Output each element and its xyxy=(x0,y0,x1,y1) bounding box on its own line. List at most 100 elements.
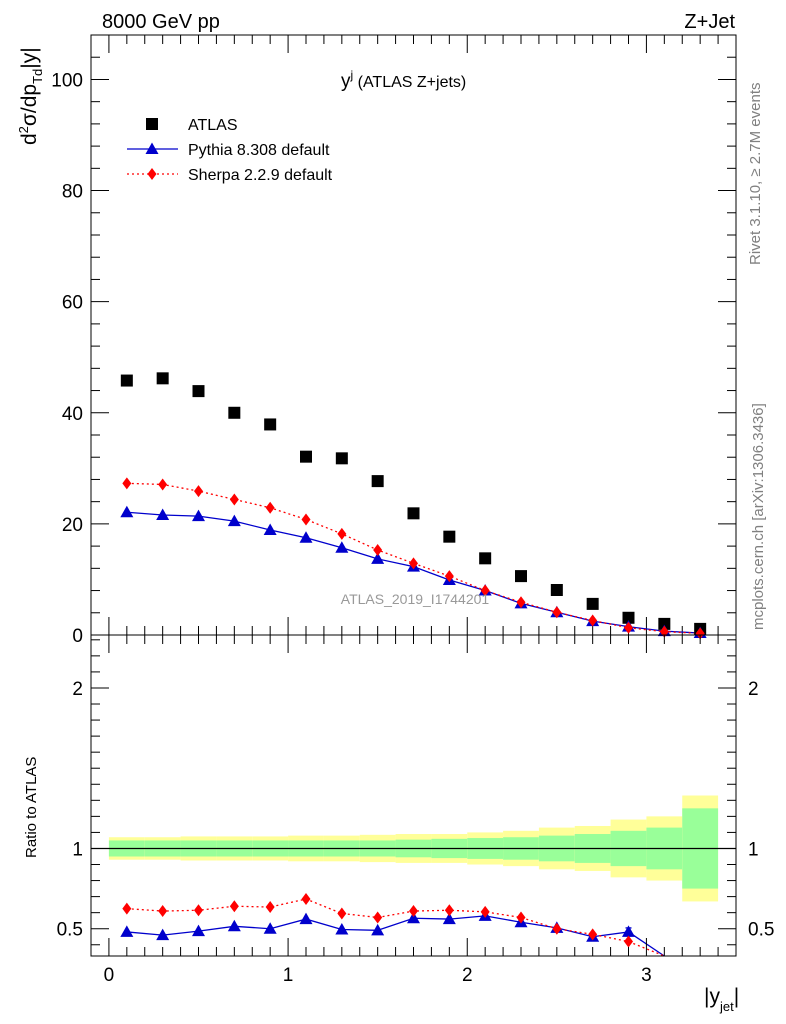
rivet-label: Rivet 3.1.10, ≥ 2.7M events xyxy=(747,83,764,266)
ylabel-mid: σ/dp xyxy=(18,84,41,126)
title-sup: j xyxy=(350,68,354,82)
ratio-uncertainty-bands xyxy=(108,795,719,902)
ylabel-end: |y| xyxy=(18,47,41,68)
sherpa-ratio-line xyxy=(126,898,665,957)
ratio-axis-ticks xyxy=(91,635,736,956)
ratio-y-tick-label-right: 0.5 xyxy=(748,920,774,941)
pythia-ratio-point xyxy=(299,912,313,925)
sherpa-ratio-point xyxy=(552,922,562,935)
sherpa-ratio-point xyxy=(158,905,168,918)
sherpa-point xyxy=(158,478,168,491)
ylabel-sup: 2 xyxy=(16,126,31,133)
ratio-y-tick-labels-right: 0.5 1 2 xyxy=(748,679,774,941)
pythia-point xyxy=(335,541,349,553)
pythia-ratio-point xyxy=(371,923,385,936)
pythia-ratio-point xyxy=(192,924,205,937)
pythia-line xyxy=(126,511,701,634)
x-tick-labels: 0 1 2 3 xyxy=(104,965,652,986)
sherpa-point xyxy=(588,614,598,627)
xlabel-main: |y xyxy=(704,985,720,1008)
sherpa-ratio-point xyxy=(301,893,311,906)
legend-sherpa-marker xyxy=(147,168,157,180)
sherpa-point xyxy=(194,485,203,498)
data-point xyxy=(300,450,312,463)
data-point xyxy=(335,452,348,465)
data-point xyxy=(443,530,456,543)
pythia-point xyxy=(371,552,385,564)
sherpa-point xyxy=(516,596,526,609)
ratio-y-tick-label-right: 1 xyxy=(748,839,759,860)
data-point xyxy=(192,385,205,398)
ratio-y-tick-labels: 0.5 1 2 xyxy=(57,679,83,941)
xlabel-sub: jet xyxy=(719,999,734,1014)
ylabel-sub: Td xyxy=(30,69,45,84)
ratio-y-tick-label: 0.5 xyxy=(57,920,83,941)
sherpa-ratio-point xyxy=(122,902,132,915)
sherpa-ratio-point xyxy=(624,935,633,948)
sherpa-point xyxy=(229,493,239,506)
sherpa-point xyxy=(265,501,275,514)
sherpa-point xyxy=(444,570,454,583)
sherpa-point xyxy=(122,477,132,490)
data-point xyxy=(658,617,671,630)
sherpa-ratio-point xyxy=(229,900,239,913)
data-point xyxy=(371,475,384,488)
pythia-point xyxy=(156,508,170,520)
pythia-ratio-point xyxy=(156,928,170,941)
main-y-tick-label: 20 xyxy=(62,515,83,536)
sherpa-point xyxy=(409,557,418,570)
pythia-point xyxy=(120,505,134,518)
sherpa-ratio-point xyxy=(588,928,598,941)
sherpa-point xyxy=(480,584,490,597)
data-point xyxy=(479,552,492,565)
xlabel-end: | xyxy=(734,985,739,1008)
sherpa-point xyxy=(552,606,562,619)
x-tick-label: 0 xyxy=(104,965,115,986)
legend-pythia-marker xyxy=(145,142,159,154)
legend-data-marker xyxy=(146,118,158,130)
x-tick-label: 3 xyxy=(641,965,652,986)
ratio-y-axis-label: Ratio to ATLAS xyxy=(23,757,40,858)
main-y-tick-label: 0 xyxy=(72,626,83,647)
pythia-point xyxy=(299,531,313,543)
title-y: y xyxy=(341,71,351,92)
main-y-tick-label: 60 xyxy=(62,293,83,314)
header-right: Z+Jet xyxy=(684,11,735,33)
x-axis-label: |yjet| xyxy=(704,985,739,1014)
sherpa-point xyxy=(695,627,705,640)
pythia-ratio-line xyxy=(126,915,665,957)
title-rest: (ATLAS Z+jets) xyxy=(353,74,466,91)
data-point xyxy=(120,374,133,387)
ratio-y-tick-label: 2 xyxy=(72,679,83,700)
sherpa-ratio-point xyxy=(265,901,275,914)
legend-pythia-label: Pythia 8.308 default xyxy=(188,142,330,159)
main-y-tick-label: 100 xyxy=(51,70,83,91)
main-y-tick-label: 80 xyxy=(62,182,83,203)
x-tick-label: 1 xyxy=(283,965,294,986)
pythia-point xyxy=(192,509,205,522)
ylabel-d: d xyxy=(18,133,41,145)
legend-sherpa-label: Sherpa 2.2.9 default xyxy=(188,167,333,184)
sherpa-ratio-point xyxy=(373,911,383,924)
ratio-panel: 0.5 1 2 0.5 1 2 0 1 2 3 Ratio to ATLAS |yjet| xyxy=(23,634,774,1014)
main-panel: 0 20 40 60 80 100 d2σ/dpTd|y| yj (ATLAS Z+jet… xyxy=(16,34,737,647)
plot-title: yj (ATLAS Z+jets) xyxy=(341,68,466,92)
sherpa-ratio-point xyxy=(337,907,347,920)
pythia-ratio-point xyxy=(442,912,456,925)
sherpa-point xyxy=(373,544,383,556)
sherpa-ratio-point xyxy=(194,904,203,917)
legend: ATLAS Pythia 8.308 default Sherpa 2.2.9 de… xyxy=(127,117,333,184)
pythia-ratio-point xyxy=(407,911,420,924)
legend-data-label: ATLAS xyxy=(188,117,238,134)
data-point xyxy=(515,570,527,583)
pythia-ratio-point xyxy=(263,922,277,934)
data-point xyxy=(622,611,635,624)
sherpa-point xyxy=(624,621,633,634)
header-left: 8000 GeV pp xyxy=(102,11,220,33)
data-point xyxy=(550,584,563,596)
data-point xyxy=(586,597,599,610)
pythia-ratio-point xyxy=(622,925,635,937)
pythia-ratio-point xyxy=(227,919,241,932)
sherpa-line xyxy=(126,482,701,634)
